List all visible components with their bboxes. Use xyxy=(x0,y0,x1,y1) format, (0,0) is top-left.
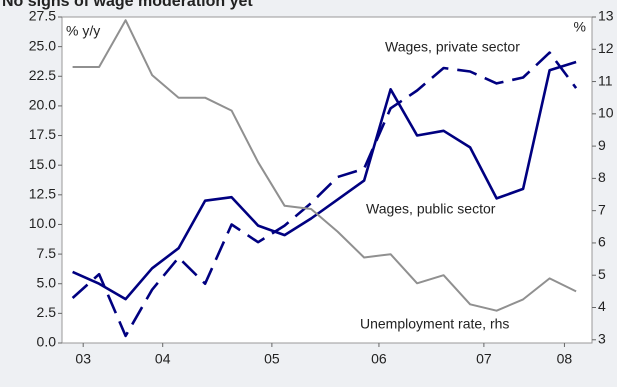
y-tick-label: 20.0 xyxy=(29,97,56,113)
y-tick-label: 15.0 xyxy=(29,156,56,172)
x-tick-label: 08 xyxy=(557,351,573,367)
y2-tick-label: 4 xyxy=(598,298,606,314)
y2-tick-label: 10 xyxy=(598,105,614,121)
y2-tick-label: 11 xyxy=(598,72,613,88)
y-tick-label: 25.0 xyxy=(29,37,56,53)
series-label: Wages, public sector xyxy=(366,201,496,217)
y-tick-label: 17.5 xyxy=(29,126,56,142)
series-line xyxy=(71,51,578,338)
x-tick-label: 03 xyxy=(75,351,91,367)
y2-tick-label: 6 xyxy=(598,234,606,250)
y-tick-label: 10.0 xyxy=(29,215,56,231)
series-label: Wages, private sector xyxy=(385,39,520,55)
y2-tick-label: 5 xyxy=(598,266,606,282)
chart-title: No signs of wage moderation yet xyxy=(2,0,253,10)
y-tick-label: 27.5 xyxy=(29,8,56,24)
y-tick-label: 22.5 xyxy=(29,67,56,83)
y-axis-label: % y/y xyxy=(66,23,100,39)
y-tick-label: 0.0 xyxy=(37,334,57,350)
y2-tick-label: 12 xyxy=(598,40,614,56)
y-tick-label: 12.5 xyxy=(29,186,56,202)
series-line xyxy=(72,19,577,312)
x-tick-label: 07 xyxy=(476,351,492,367)
x-tick-label: 06 xyxy=(371,351,387,367)
y2-tick-label: 8 xyxy=(598,169,606,185)
y-tick-label: 2.5 xyxy=(37,304,57,320)
y2-axis-label: % xyxy=(574,19,586,35)
series-label: Unemployment rate, rhs xyxy=(360,316,509,332)
y-tick-label: 5.0 xyxy=(37,274,57,290)
series-line xyxy=(72,60,577,301)
y2-tick-label: 3 xyxy=(598,330,606,346)
x-tick-label: 04 xyxy=(155,351,171,367)
y2-tick-label: 9 xyxy=(598,137,606,153)
y2-tick-label: 13 xyxy=(598,8,614,24)
plot-area xyxy=(61,16,593,344)
y-tick-label: 7.5 xyxy=(37,245,57,261)
x-tick-label: 05 xyxy=(264,351,280,367)
y2-tick-label: 7 xyxy=(598,201,606,217)
